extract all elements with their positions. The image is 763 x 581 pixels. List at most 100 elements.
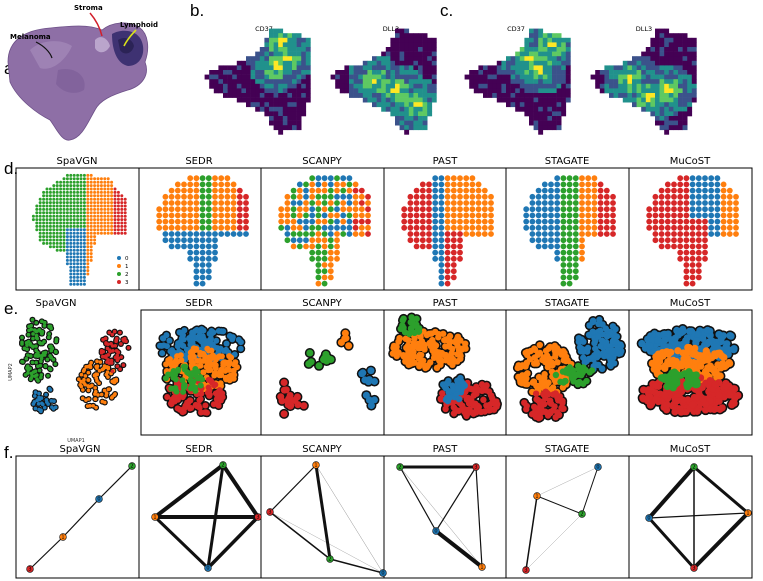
spot bbox=[55, 235, 59, 239]
heatmap-cell bbox=[273, 33, 279, 39]
heatmap-cell bbox=[556, 37, 562, 43]
spot bbox=[334, 187, 340, 194]
spot bbox=[218, 181, 225, 188]
spot bbox=[99, 211, 103, 215]
spot bbox=[554, 206, 561, 213]
umap-point bbox=[359, 369, 367, 377]
spot bbox=[120, 214, 124, 218]
heatmap-cell bbox=[344, 79, 350, 85]
spot bbox=[296, 212, 303, 219]
spot bbox=[45, 204, 49, 208]
spot bbox=[658, 231, 665, 237]
umap-point bbox=[42, 320, 47, 325]
spot bbox=[113, 214, 117, 218]
spot bbox=[733, 231, 739, 237]
spot bbox=[181, 231, 187, 237]
spot bbox=[541, 218, 548, 225]
heatmap-cell bbox=[524, 88, 530, 94]
spot bbox=[45, 238, 49, 242]
umap-point bbox=[33, 369, 38, 374]
heatmap-cell bbox=[292, 93, 297, 98]
spot bbox=[554, 175, 561, 182]
spot bbox=[205, 193, 212, 200]
heatmap-cell bbox=[556, 60, 562, 66]
spot bbox=[432, 181, 439, 188]
spot bbox=[419, 193, 426, 200]
umap-point bbox=[37, 397, 42, 402]
heatmap-cell bbox=[664, 93, 670, 98]
melanoma-arrow bbox=[35, 41, 53, 59]
spot bbox=[664, 181, 671, 188]
spot bbox=[96, 204, 100, 208]
spot bbox=[327, 268, 334, 275]
heatmap-cell bbox=[358, 74, 364, 80]
stroma-arrow bbox=[89, 12, 103, 37]
heatmap-cell bbox=[287, 60, 293, 66]
spot bbox=[523, 218, 530, 225]
spot bbox=[572, 243, 579, 250]
heatmap-cell bbox=[367, 97, 373, 103]
heatmap-cell bbox=[223, 83, 228, 89]
spot bbox=[205, 200, 212, 206]
spot bbox=[42, 190, 46, 194]
heatmap-cell bbox=[533, 93, 539, 98]
spot bbox=[334, 255, 340, 262]
spot bbox=[658, 237, 665, 244]
spot bbox=[79, 177, 83, 181]
heatmap-cell bbox=[533, 47, 539, 52]
spot bbox=[86, 269, 90, 273]
spot bbox=[55, 245, 59, 249]
spot bbox=[45, 190, 49, 194]
heatmap-cell bbox=[609, 93, 614, 98]
spot bbox=[99, 207, 103, 211]
umap-point bbox=[470, 392, 478, 399]
umap-point bbox=[405, 348, 412, 356]
heatmap-cell bbox=[282, 60, 288, 66]
heatmap-cell bbox=[385, 65, 391, 71]
spot bbox=[689, 262, 696, 268]
heatmap-cell bbox=[632, 93, 637, 98]
spot bbox=[35, 207, 39, 211]
heatmap-cell bbox=[404, 70, 410, 75]
heatmap-cell bbox=[395, 56, 400, 62]
umap-point bbox=[164, 394, 171, 401]
spot bbox=[45, 231, 49, 235]
heatmap-cell bbox=[390, 42, 396, 48]
heatmap-cell bbox=[404, 65, 410, 71]
heatmap-cell bbox=[413, 111, 419, 117]
spatial-map-stagate bbox=[523, 175, 616, 287]
heatmap-cell bbox=[418, 83, 423, 89]
spot bbox=[278, 206, 285, 213]
spot bbox=[548, 200, 554, 206]
spot bbox=[52, 241, 56, 245]
heatmap-cell bbox=[533, 37, 539, 43]
heatmap-cell bbox=[362, 88, 368, 94]
heatmap-cell bbox=[408, 65, 414, 71]
heatmap-cell bbox=[636, 60, 642, 66]
spot bbox=[469, 193, 476, 200]
heatmap-cell bbox=[269, 83, 274, 89]
spot bbox=[199, 237, 206, 244]
spot bbox=[469, 212, 476, 219]
spot bbox=[72, 248, 76, 252]
spot bbox=[123, 201, 127, 205]
heatmap-cell bbox=[395, 97, 400, 103]
heatmap-cell bbox=[641, 60, 647, 66]
spot bbox=[702, 193, 708, 200]
spot bbox=[560, 187, 567, 194]
umap-point bbox=[450, 410, 458, 417]
heatmap-cell bbox=[556, 116, 562, 121]
spot bbox=[103, 221, 107, 225]
heatmap-cell bbox=[390, 47, 396, 52]
heatmap-cell bbox=[542, 102, 548, 108]
spot bbox=[457, 237, 463, 244]
heatmap-cell bbox=[264, 106, 270, 112]
heatmap-cell bbox=[273, 51, 279, 57]
heatmap-cell bbox=[636, 56, 642, 62]
heatmap-cell bbox=[246, 102, 251, 108]
spot bbox=[205, 187, 212, 194]
spot bbox=[193, 243, 200, 250]
heatmap-cell bbox=[418, 97, 423, 103]
spot bbox=[156, 212, 163, 219]
spot bbox=[407, 218, 414, 225]
